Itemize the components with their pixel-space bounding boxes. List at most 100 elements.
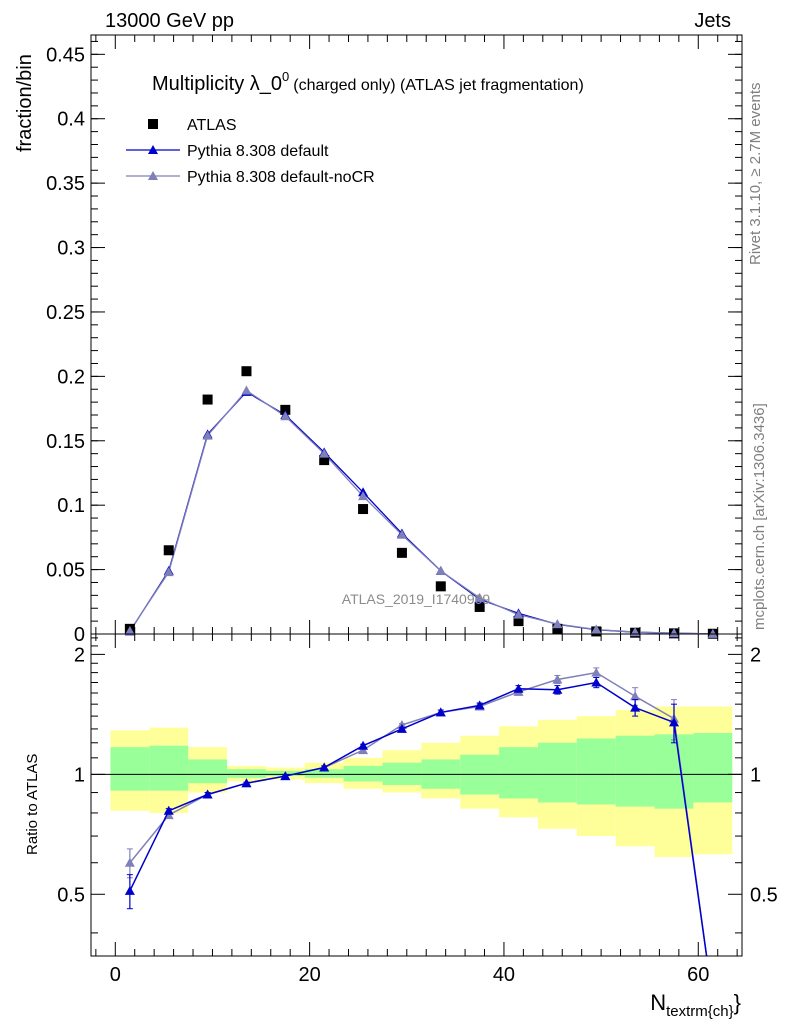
- ratio-y-tick-label-right: 1: [750, 764, 761, 786]
- legend: ATLAS Pythia 8.308 default Pythia 8.308 de…: [126, 117, 375, 186]
- data-point-atlas: [163, 545, 174, 556]
- ratio-y-tick-label-right: 2: [750, 644, 761, 666]
- y-tick-label: 0.35: [46, 173, 85, 195]
- data-point-mc: [435, 565, 446, 575]
- stat-uncertainty-band: [188, 759, 228, 784]
- stat-uncertainty-band: [343, 765, 383, 782]
- y-tick-label: 0.45: [46, 44, 85, 66]
- plot-title: Multiplicity λ_00(charged only) (ATLAS j…: [152, 69, 584, 95]
- ratio-point: [163, 805, 174, 815]
- data-point-mc: [552, 619, 563, 629]
- data-point-mc: [202, 430, 213, 440]
- legend-marker-atlas: [148, 119, 158, 129]
- data-point-mc: [358, 491, 369, 501]
- y-tick-label: 0.05: [46, 560, 85, 582]
- legend-marker-mc: [148, 171, 158, 180]
- ratio-point: [552, 684, 563, 694]
- data-point-atlas: [280, 404, 291, 415]
- header-left: 13000 GeV pp: [105, 10, 234, 32]
- ratio-point: [319, 762, 330, 772]
- data-point-atlas: [358, 504, 369, 515]
- x-tick-label: 40: [493, 964, 515, 986]
- stat-uncertainty-band: [654, 734, 694, 809]
- y-tick-label: 0.15: [46, 431, 85, 453]
- ratio-point: [124, 857, 135, 867]
- legend-label: Pythia 8.308 default-noCR: [187, 169, 375, 186]
- legend-label: ATLAS: [187, 117, 237, 134]
- analysis-watermark: ATLAS_2019_I1740909: [342, 591, 491, 607]
- ratio-point: [241, 778, 252, 788]
- data-point-mc: [591, 624, 602, 634]
- ratio-point: [630, 691, 641, 701]
- data-point-mc: [241, 385, 252, 395]
- stat-uncertainty-band: [693, 732, 733, 803]
- y-axis-label: fraction/bin: [14, 54, 36, 152]
- x-tick-label: 20: [298, 964, 320, 986]
- y-tick-label: 0.1: [57, 495, 85, 517]
- ratio-series-line: [129, 681, 708, 956]
- ratio-point: [513, 683, 524, 693]
- stat-uncertainty-band: [537, 742, 577, 803]
- x-tick-label: 0: [110, 964, 121, 986]
- y-tick-label: 0.2: [57, 366, 85, 388]
- mcplots-label: mcplots.cern.ch [arXiv:1306.3436]: [751, 403, 768, 630]
- stat-uncertainty-band: [499, 747, 538, 799]
- data-point-mc: [474, 592, 485, 602]
- ratio-point: [591, 677, 602, 687]
- ratio-series: [124, 667, 708, 956]
- ratio-panel: 0.5 0.51 12 20 20 40 60 Ratio to ATLAS Ntextrm…: [24, 633, 778, 1020]
- ratio-point: [591, 667, 602, 677]
- ratio-point: [396, 723, 407, 733]
- ratio-point: [124, 885, 135, 895]
- data-point-mc: [513, 609, 524, 619]
- ratio-point: [280, 771, 291, 781]
- data-point-mc: [319, 448, 330, 458]
- stat-uncertainty-band: [615, 735, 655, 807]
- data-point-mc: [668, 628, 679, 638]
- ratio-point: [668, 717, 679, 727]
- ratio-series-clipped: [124, 667, 708, 956]
- ratio-point: [358, 740, 369, 750]
- y-tick-label: 0.3: [57, 238, 85, 260]
- legend-label: Pythia 8.308 default: [187, 143, 329, 160]
- ratio-y-tick-label-right: 0.5: [750, 884, 778, 906]
- data-point-atlas: [435, 581, 446, 592]
- x-axis-label: Ntextrm{ch}}: [650, 990, 741, 1020]
- data-point-atlas: [396, 547, 407, 558]
- main-panel-series: [124, 366, 718, 639]
- legend-marker-mc: [148, 145, 158, 154]
- stat-uncertainty-band: [576, 738, 616, 805]
- header-right: Jets: [694, 10, 731, 32]
- x-tick-label: 60: [687, 964, 709, 986]
- y-tick-label: 0: [74, 624, 85, 646]
- data-point-atlas: [552, 623, 563, 634]
- data-point-atlas: [241, 366, 252, 377]
- y-tick-label: 0.4: [57, 109, 85, 131]
- rivet-label: Rivet 3.1.10, ≥ 2.7M events: [747, 83, 764, 266]
- uncertainty-bands: [110, 706, 733, 858]
- series-line: [129, 389, 713, 635]
- stat-uncertainty-band: [149, 745, 189, 791]
- ratio-point: [435, 707, 446, 717]
- main-panel: 0 0.05 0.1 0.15 0.2 0.25 0.3 0.35 0.4 0.45 ATLAS_…: [14, 34, 743, 646]
- ratio-y-tick-label: 0.5: [57, 884, 85, 906]
- data-point-mc: [707, 628, 718, 638]
- data-point-atlas: [513, 616, 524, 627]
- ratio-y-tick-label: 1: [74, 764, 85, 786]
- data-point-atlas: [474, 601, 485, 612]
- ratio-point: [552, 674, 563, 684]
- ratio-point: [474, 700, 485, 710]
- stat-uncertainty-band: [304, 769, 344, 778]
- data-point-atlas: [202, 394, 213, 405]
- data-point-atlas: [319, 455, 330, 466]
- ratio-point: [202, 789, 213, 799]
- data-point-mc: [396, 529, 407, 539]
- y-tick-label: 0.25: [46, 302, 85, 324]
- ratio-panel-frame: [90, 633, 743, 957]
- data-point-mc: [124, 625, 135, 635]
- ratio-y-axis-label: Ratio to ATLAS: [24, 754, 41, 855]
- data-point-mc: [163, 567, 174, 577]
- stat-uncertainty-band: [382, 762, 422, 786]
- stat-uncertainty-band: [227, 769, 266, 778]
